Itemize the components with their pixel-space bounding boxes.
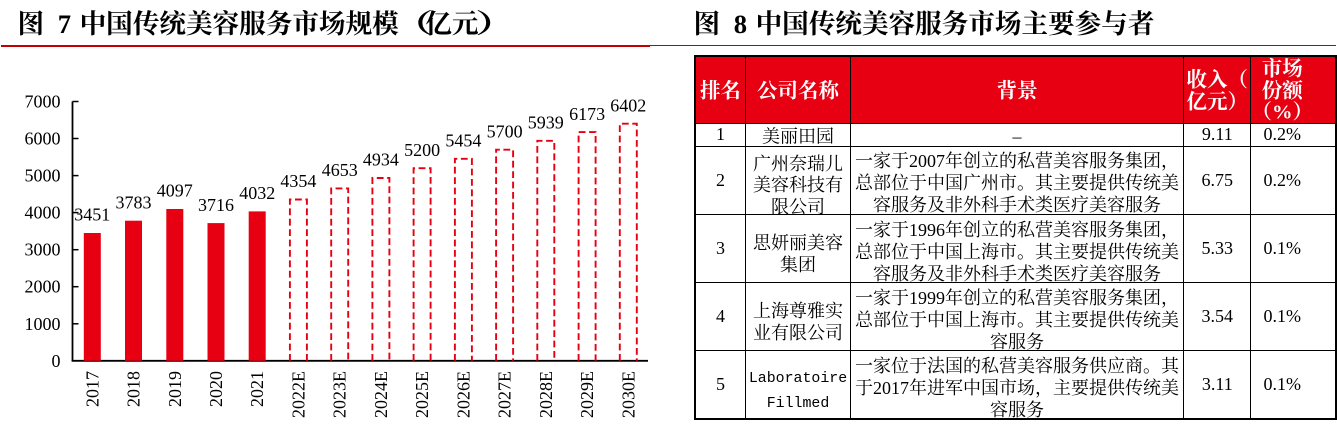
svg-text:2017: 2017	[82, 371, 102, 407]
svg-text:2023E: 2023E	[330, 371, 350, 418]
svg-text:6402: 6402	[610, 95, 646, 115]
svg-text:2019: 2019	[165, 371, 185, 407]
svg-text:4354: 4354	[280, 171, 316, 191]
svg-text:2030E: 2030E	[618, 371, 638, 418]
svg-text:6000: 6000	[25, 129, 61, 149]
svg-text:2022E: 2022E	[288, 371, 308, 418]
svg-text:5939: 5939	[528, 113, 564, 133]
svg-text:6173: 6173	[569, 104, 605, 124]
svg-text:2026E: 2026E	[453, 371, 473, 418]
svg-text:2018: 2018	[124, 371, 144, 407]
svg-text:2028E: 2028E	[536, 371, 556, 418]
svg-text:0: 0	[52, 351, 61, 371]
svg-text:5200: 5200	[404, 140, 440, 160]
svg-text:4934: 4934	[363, 150, 399, 170]
svg-text:3716: 3716	[198, 195, 234, 215]
svg-text:2020: 2020	[206, 371, 226, 407]
svg-text:3000: 3000	[25, 240, 61, 260]
svg-text:5700: 5700	[487, 121, 523, 141]
svg-text:5000: 5000	[25, 166, 61, 186]
svg-text:4097: 4097	[157, 181, 193, 201]
svg-text:2025E: 2025E	[412, 371, 432, 418]
svg-text:2000: 2000	[25, 277, 61, 297]
svg-text:4653: 4653	[322, 160, 358, 180]
svg-text:3783: 3783	[116, 192, 152, 212]
svg-text:2027E: 2027E	[495, 371, 515, 418]
svg-text:3451: 3451	[74, 205, 110, 225]
svg-text:2029E: 2029E	[577, 371, 597, 418]
svg-text:7000: 7000	[25, 92, 61, 112]
svg-text:5454: 5454	[445, 131, 481, 151]
svg-text:4032: 4032	[239, 183, 275, 203]
svg-text:1000: 1000	[25, 314, 61, 334]
svg-text:2021: 2021	[247, 371, 267, 407]
svg-text:2024E: 2024E	[371, 371, 391, 418]
svg-text:4000: 4000	[25, 203, 61, 223]
